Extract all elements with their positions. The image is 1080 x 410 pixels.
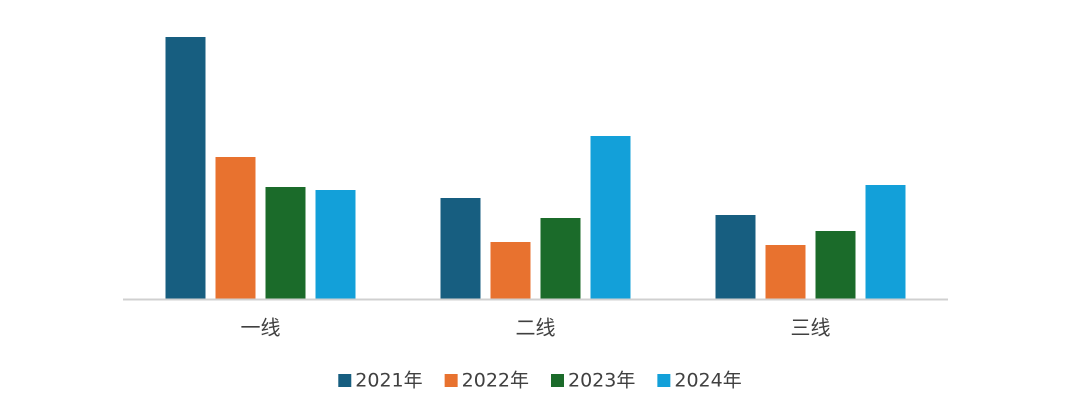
bar [315, 190, 356, 299]
legend-label: 2024年 [674, 370, 741, 392]
bar [815, 231, 856, 299]
legend-swatch [338, 374, 352, 387]
bar [765, 245, 806, 299]
legend-label: 2022年 [462, 370, 529, 392]
x-tick-label: 一线 [241, 316, 281, 340]
bar [715, 215, 756, 299]
bar [265, 187, 306, 299]
legend-swatch [657, 374, 671, 387]
legend-swatch [551, 374, 564, 387]
bar [590, 136, 631, 299]
bar [490, 242, 531, 299]
bar [215, 157, 256, 299]
legend-label: 2023年 [568, 370, 635, 392]
x-tick-label: 二线 [516, 316, 556, 340]
bar [165, 37, 206, 299]
bar [865, 185, 906, 299]
bar [440, 198, 481, 299]
legend-swatch [444, 374, 458, 387]
x-tick-label: 三线 [791, 316, 831, 340]
legend-label: 2021年 [355, 370, 422, 392]
bar [540, 218, 581, 299]
